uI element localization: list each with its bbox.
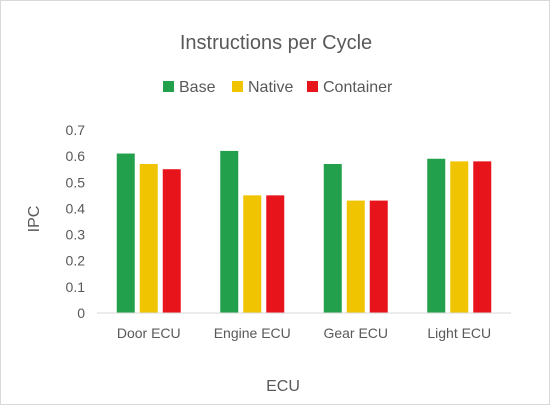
x-tick-label: Gear ECU [323,325,388,341]
y-tick-label: 0 [77,305,85,321]
legend-label-container: Container [323,79,393,96]
bar-native-gear-ecu [346,200,365,313]
legend-label-native: Native [248,79,293,96]
bar-native-engine-ecu [243,195,262,313]
chart-title: Instructions per Cycle [180,32,372,54]
y-tick-label: 0.7 [66,122,86,138]
legend-swatch-base [163,81,174,92]
y-tick-label: 0.4 [66,200,86,216]
y-tick-label: 0.3 [66,227,86,243]
y-axis-title: IPC [26,206,43,233]
x-tick-label: Door ECU [117,325,181,341]
bar-base-gear-ecu [323,163,342,313]
legend-label-base: Base [179,79,216,96]
bar-series-group [116,150,492,313]
y-axis: 0 0.1 0.2 0.3 0.4 0.5 0.6 0.7 [66,122,86,321]
bar-native-light-ecu [450,161,469,313]
y-tick-label: 0.5 [66,174,86,190]
x-tick-label: Engine ECU [214,325,291,341]
x-tick-label: Light ECU [427,325,491,341]
bar-container-engine-ecu [266,195,285,313]
legend-swatch-native [232,81,243,92]
legend-swatch-container [307,81,318,92]
y-tick-label: 0.2 [66,253,86,269]
bar-base-door-ecu [116,153,135,313]
x-axis-title: ECU [266,378,300,395]
bar-container-light-ecu [473,161,492,313]
bar-base-engine-ecu [220,150,239,313]
bar-container-gear-ecu [369,200,388,313]
chart-legend: Base Native Container [163,79,393,96]
bar-base-light-ecu [427,158,446,313]
y-tick-label: 0.6 [66,148,86,164]
bar-container-door-ecu [162,169,181,313]
x-axis: Door ECU Engine ECU Gear ECU Light ECU [97,312,511,341]
y-tick-label: 0.1 [66,279,86,295]
bar-native-door-ecu [139,163,158,313]
